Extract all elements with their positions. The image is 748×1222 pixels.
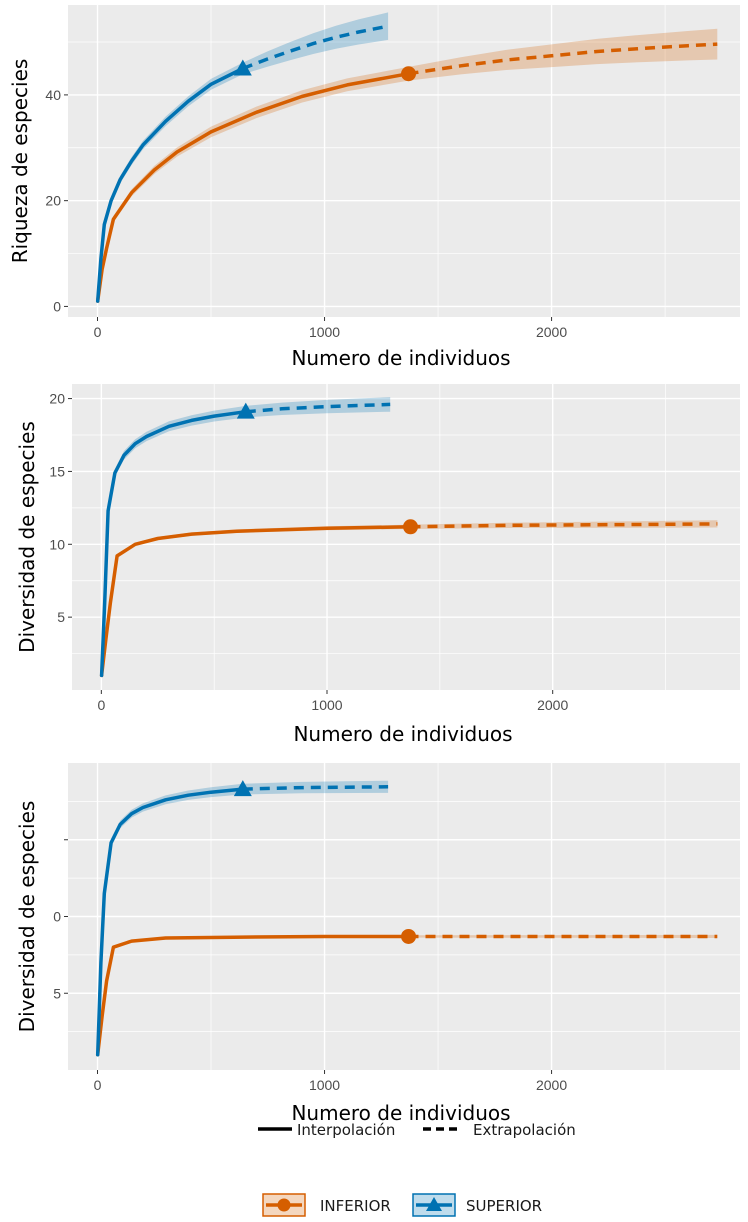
inferior-interpolation-line xyxy=(99,525,413,678)
y-tick-label: 0 xyxy=(53,298,61,314)
x-tick-label: 2000 xyxy=(536,1077,567,1093)
inferior-extrapolation-line xyxy=(408,42,718,76)
legend-superior-key xyxy=(412,1193,456,1217)
y-axis-title: Diversidad de especies xyxy=(15,801,39,1033)
y-tick-label: 40 xyxy=(45,87,61,103)
inferior-observed-marker xyxy=(403,519,419,535)
x-tick-label: 0 xyxy=(94,324,102,340)
x-tick-label: 1000 xyxy=(309,1077,340,1093)
x-tick-label: 2000 xyxy=(536,324,567,340)
inferior-interpolation-line xyxy=(95,934,411,1057)
y-axis-title: Diversidad de especies xyxy=(15,421,39,653)
superior-observed-marker xyxy=(233,59,252,76)
y-tick-label: 0 xyxy=(53,909,61,925)
superior-extrapolation-line xyxy=(242,24,389,71)
plot-background xyxy=(68,5,740,317)
y-axis-title: Riqueza de especies xyxy=(8,59,32,264)
superior-interpolation-line xyxy=(95,66,245,303)
x-tick-label: 2000 xyxy=(537,697,568,713)
x-tick-label: 1000 xyxy=(311,697,342,713)
y-tick-label: 15 xyxy=(49,463,65,479)
panel-2: 0 1000 2000 5 10 15 20 Numero de individuos Dive… xyxy=(15,384,740,746)
inferior-observed-marker xyxy=(401,66,417,82)
superior-observed-marker xyxy=(236,402,255,419)
legend-superior-label: SUPERIOR xyxy=(466,1197,542,1215)
legend-extrapolation-label: Extrapolación xyxy=(473,1121,576,1139)
y-tick-label: 10 xyxy=(49,536,65,552)
y-tick-label: 5 xyxy=(53,985,61,1001)
x-axis-title: Numero de individuos xyxy=(293,722,512,746)
superior-observed-marker xyxy=(233,780,252,797)
y-tick-label: 5 xyxy=(57,609,65,625)
legend-site: INFERIOR SUPERIOR xyxy=(262,1193,542,1217)
legend-inferior-key xyxy=(262,1193,306,1217)
legend-inferior-circle-marker xyxy=(277,1198,291,1212)
panel-3: 0 1000 2000 5 0 Numero de individuos Diversida… xyxy=(15,763,740,1125)
x-axis-title: Numero de individuos xyxy=(291,1101,510,1125)
y-tick-label: 20 xyxy=(49,391,65,407)
y-tick-label: 20 xyxy=(45,193,61,209)
inferior-observed-marker xyxy=(401,928,417,944)
x-tick-label: 0 xyxy=(94,1077,102,1093)
inferior-extrapolation-line xyxy=(410,522,718,529)
inferior-interpolation-line xyxy=(95,71,411,303)
superior-interpolation-line xyxy=(95,787,245,1057)
legend-method: Interpolación Extrapolación xyxy=(258,1121,576,1139)
panel-1: 0 1000 2000 0 20 40 Numero de individuos Riquez… xyxy=(8,5,740,370)
x-tick-label: 0 xyxy=(97,697,105,713)
superior-extrapolation-line xyxy=(245,402,391,414)
superior-interpolation-line xyxy=(99,409,248,678)
x-tick-label: 1000 xyxy=(309,324,340,340)
superior-extrapolation-line xyxy=(242,785,389,791)
x-axis-title: Numero de individuos xyxy=(291,346,510,370)
legend-inferior-label: INFERIOR xyxy=(320,1197,391,1215)
legend-interpolation-label: Interpolación xyxy=(297,1121,395,1139)
inferior-confidence-band xyxy=(97,28,718,302)
legend-superior-triangle-marker xyxy=(426,1197,442,1211)
